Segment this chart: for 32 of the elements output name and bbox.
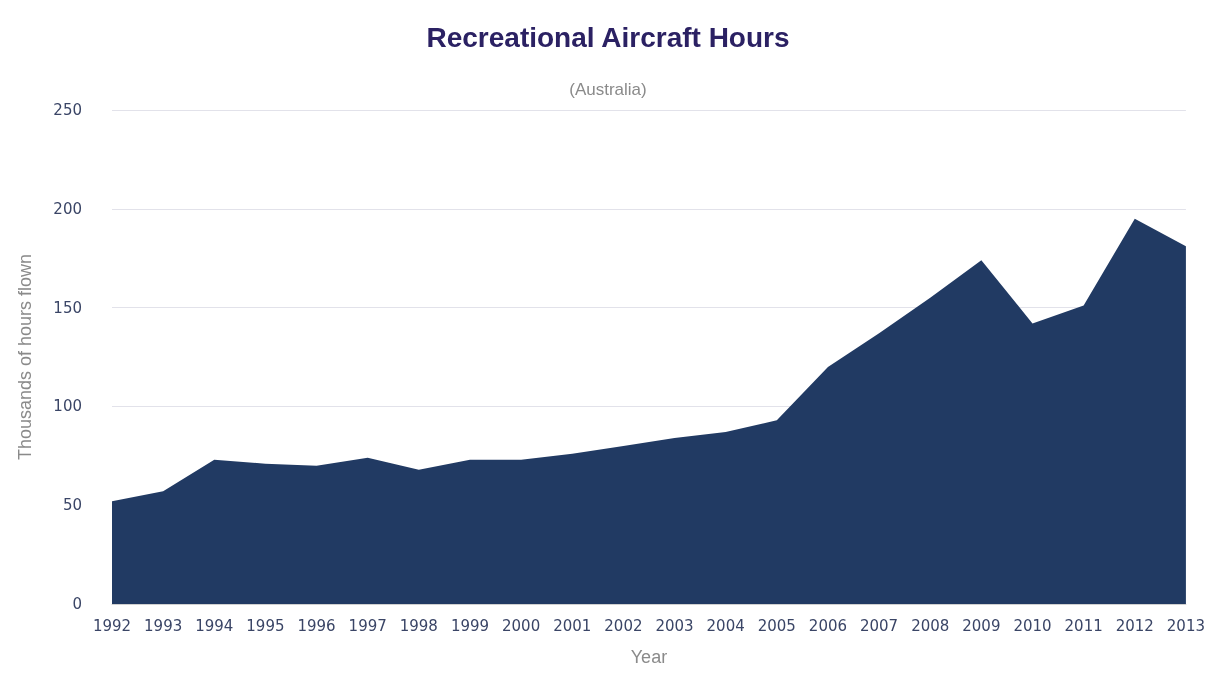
x-tick-label: 2001 <box>553 616 592 635</box>
y-tick-label: 50 <box>62 496 82 515</box>
x-tick-label: 1996 <box>297 616 336 635</box>
x-tick-label: 1994 <box>195 616 234 635</box>
x-tick-label: 2003 <box>655 616 694 635</box>
x-axis-title: Year <box>630 647 668 667</box>
x-tick-label: 1995 <box>246 616 285 635</box>
x-tick-label: 2009 <box>962 616 1001 635</box>
x-tick-label: 1997 <box>348 616 387 635</box>
x-tick-label: 2008 <box>911 616 950 635</box>
chart-title: Recreational Aircraft Hours <box>426 21 790 53</box>
y-tick-label: 100 <box>53 397 82 416</box>
x-tick-label: 2006 <box>808 616 848 635</box>
x-tick-label: 2000 <box>502 616 541 635</box>
y-tick-label: 0 <box>72 595 82 613</box>
x-tick-label: 2002 <box>604 616 643 635</box>
chart-subtitle: (Australia) <box>569 80 647 99</box>
x-tick-label: 2005 <box>757 616 796 635</box>
x-tick-label: 1999 <box>450 616 490 635</box>
x-tick-label: 1993 <box>144 616 183 635</box>
x-tick-label: 2004 <box>706 616 745 635</box>
x-tick-label: 2010 <box>1013 616 1052 635</box>
x-tick-label: 2012 <box>1115 616 1154 635</box>
x-tick-label: 1998 <box>399 616 438 635</box>
y-tick-label: 200 <box>53 199 82 218</box>
x-tick-label: 1992 <box>92 616 132 635</box>
y-axis-title: Thousands of hours flown <box>15 253 35 461</box>
y-tick-label: 150 <box>53 298 82 317</box>
x-tick-label: 2013 <box>1166 616 1206 635</box>
x-tick-label: 2011 <box>1064 616 1103 635</box>
x-tick-label: 2007 <box>859 616 899 635</box>
y-tick-label: 250 <box>53 101 82 119</box>
